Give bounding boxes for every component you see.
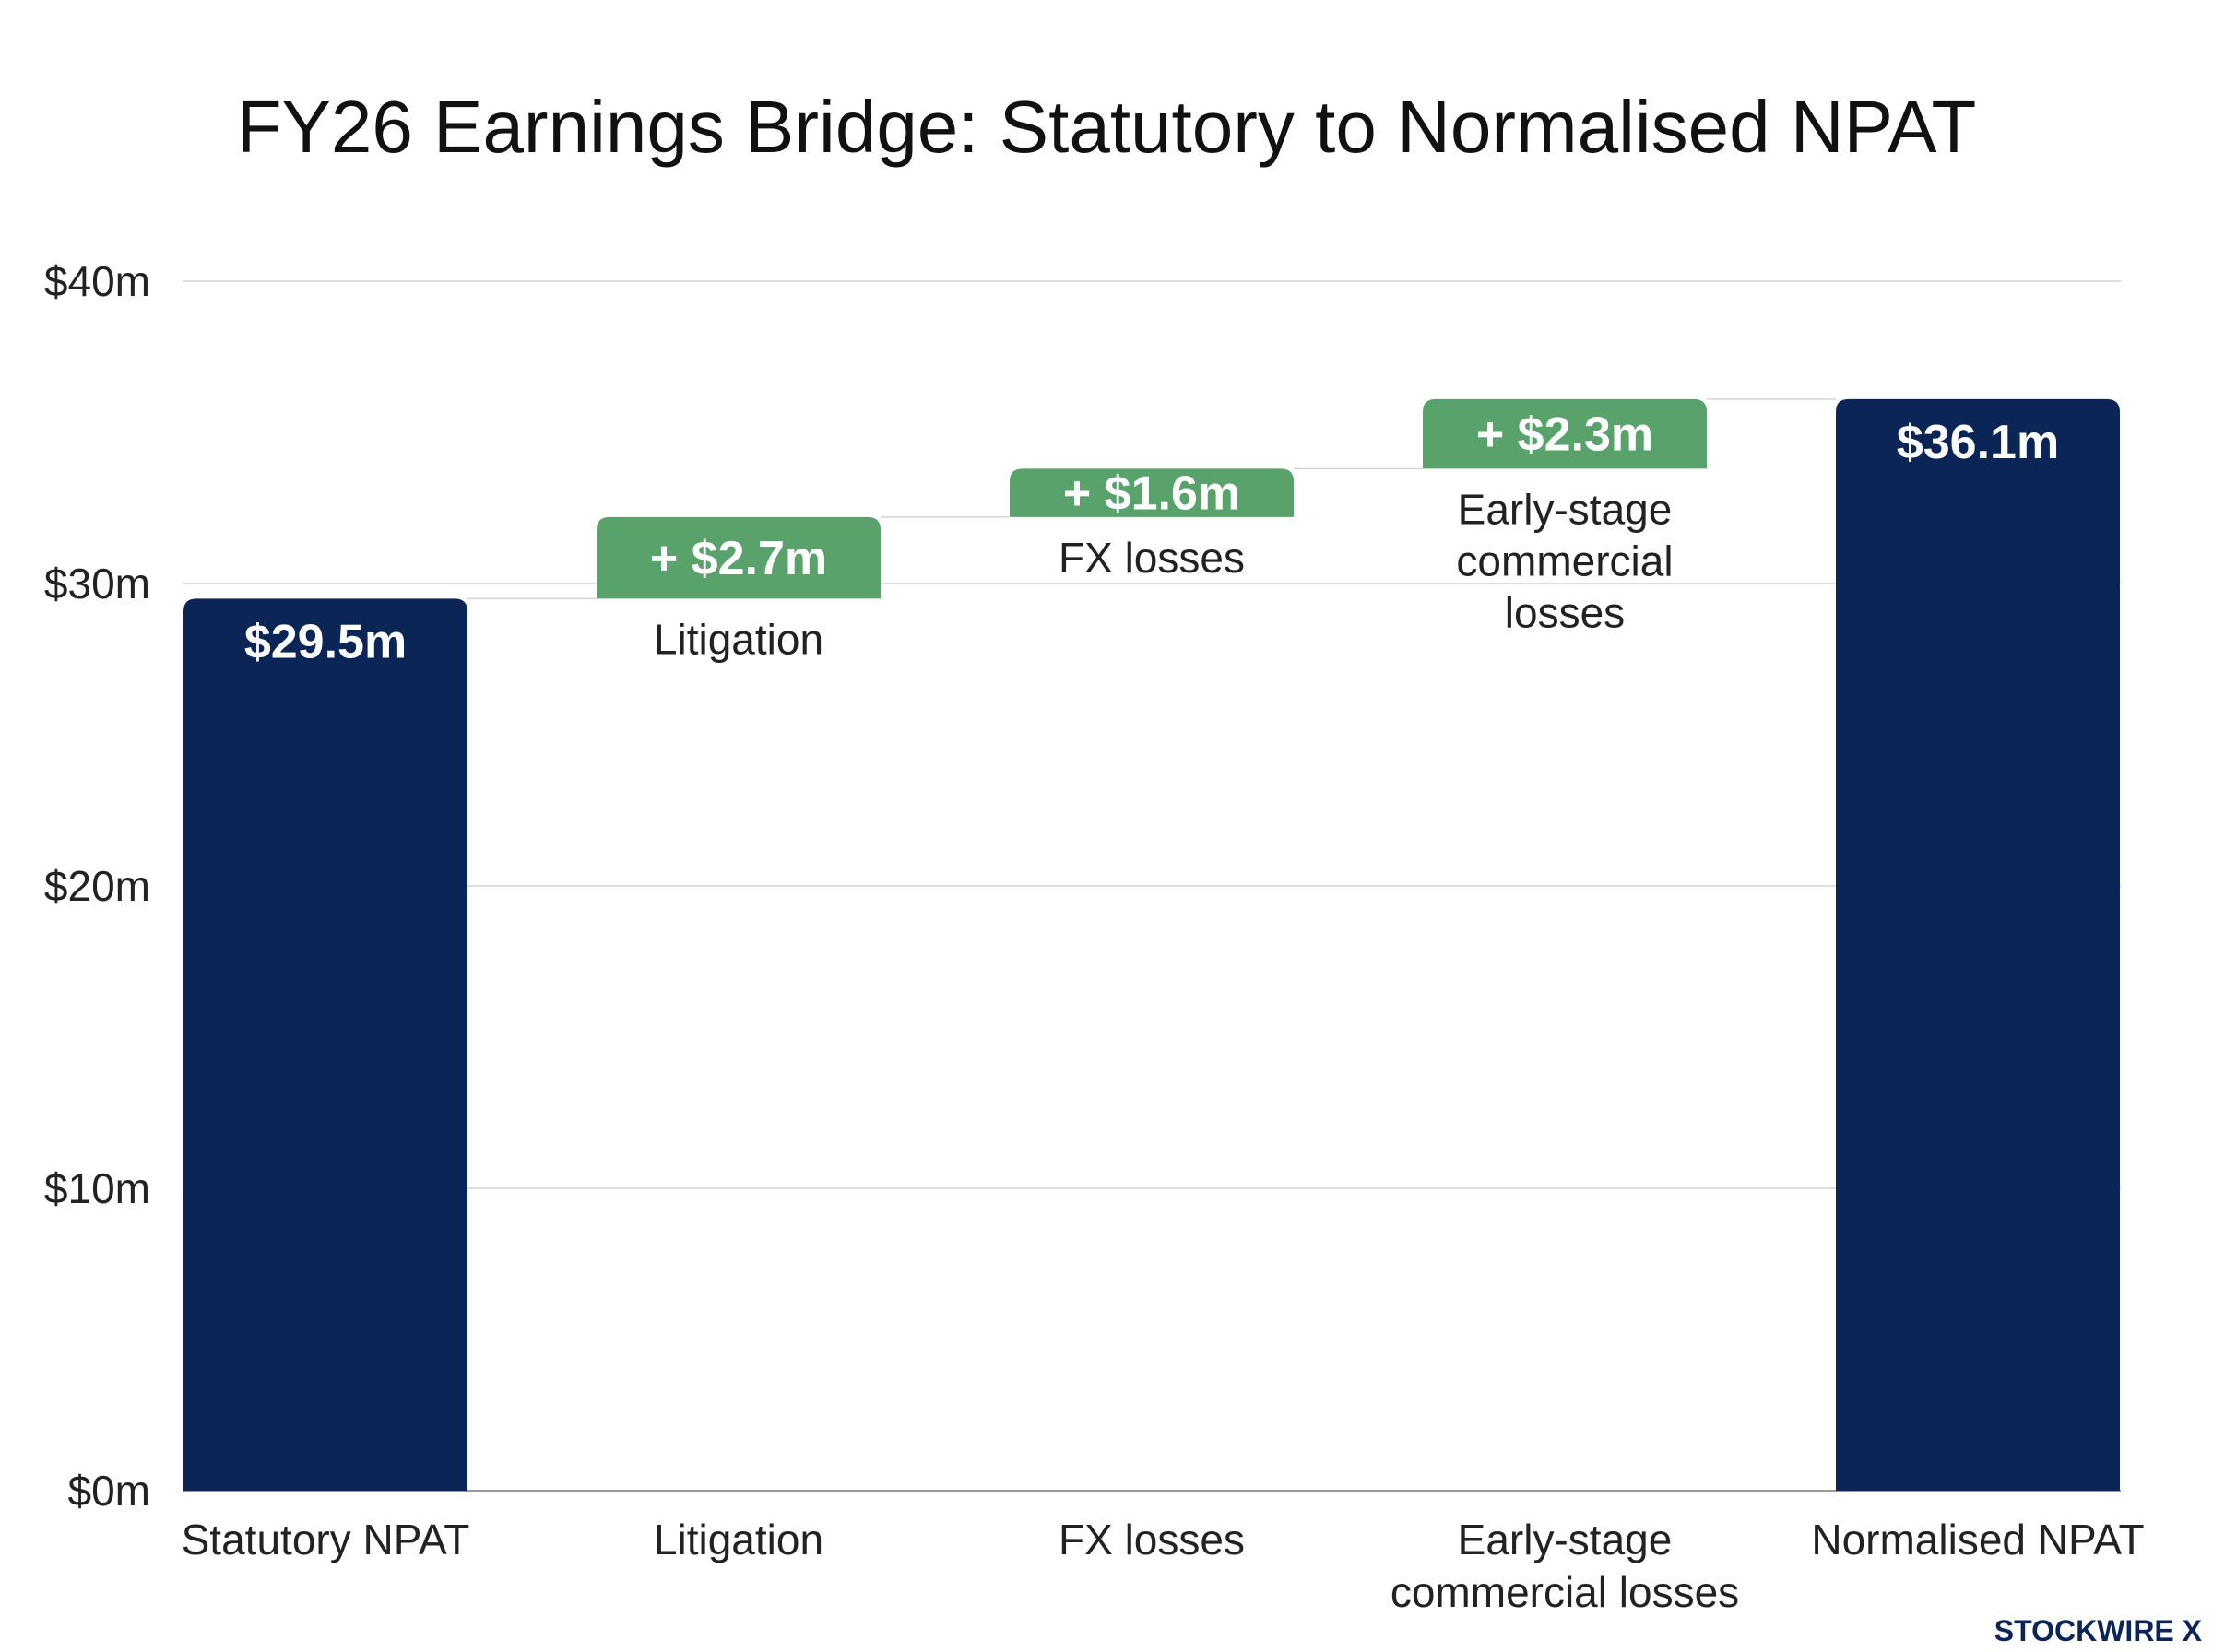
- y-tick-label: $0m: [68, 1467, 150, 1515]
- total-bar: [1836, 398, 2120, 1491]
- increase-bar: [597, 516, 881, 599]
- x-category-label: FX losses: [1059, 1516, 1245, 1564]
- bar-value-label: $29.5m: [244, 615, 407, 668]
- connector-lines: [467, 398, 1836, 600]
- y-tick-label: $20m: [44, 862, 150, 910]
- brand-logo-text: STOCKWIRE X: [1994, 1614, 2203, 1647]
- x-category-label: Litigation: [654, 1516, 823, 1564]
- bar-labels: $29.5m + $2.7m Litigation + $1.6m FX losses +…: [244, 408, 2059, 669]
- chart-title: FY26 Earnings Bridge: Statutory to Norma…: [237, 86, 1977, 168]
- increase-bar: [1010, 468, 1294, 517]
- gridlines: [183, 280, 2121, 1492]
- bar-inline-label: Litigation: [654, 615, 823, 663]
- bar-inline-label: losses: [1505, 588, 1625, 636]
- y-tick-label: $30m: [44, 560, 150, 608]
- x-category-label: commercial losses: [1391, 1568, 1739, 1616]
- bar-value-label: + $1.6m: [1063, 467, 1240, 521]
- x-category-label: Statutory NPAT: [182, 1516, 470, 1564]
- bar-value-label: + $2.3m: [1476, 408, 1653, 462]
- y-tick-label: $40m: [44, 257, 150, 305]
- x-category-label: Normalised NPAT: [1811, 1516, 2144, 1564]
- bar-value-label: $36.1m: [1897, 416, 2059, 469]
- bars: [183, 398, 2120, 1491]
- x-category-label: Early-stage: [1458, 1516, 1673, 1564]
- bar-inline-label: FX losses: [1059, 534, 1245, 582]
- y-tick-label: $10m: [44, 1164, 150, 1212]
- bar-value-label: + $2.7m: [650, 532, 827, 585]
- bar-inline-label: Early-stage: [1458, 485, 1673, 533]
- bar-inline-label: commercial: [1456, 537, 1673, 584]
- increase-bar: [1423, 398, 1707, 469]
- y-axis-ticks: $0m $10m $20m $30m $40m: [44, 257, 150, 1515]
- x-axis-categories: Statutory NPAT Litigation FX losses Early-s…: [182, 1516, 2145, 1616]
- total-bar: [183, 598, 467, 1491]
